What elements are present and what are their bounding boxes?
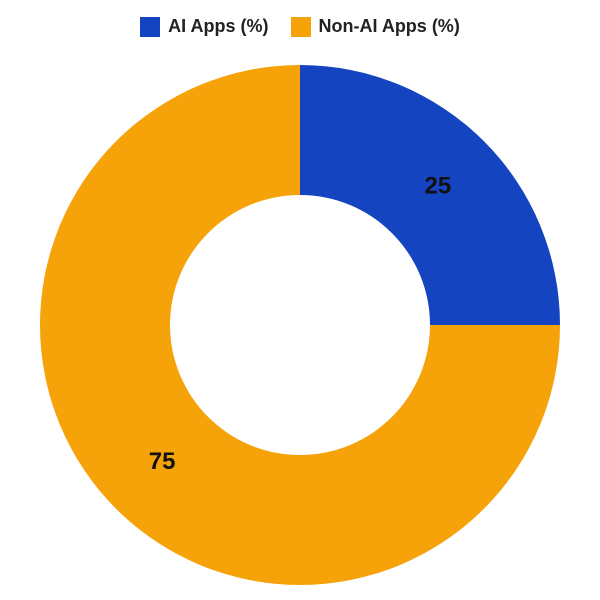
legend-label-ai: AI Apps (%) bbox=[168, 16, 268, 37]
chart-container: AI Apps (%) Non-AI Apps (%) 25 75 bbox=[0, 0, 600, 600]
slice-label-non-ai: 75 bbox=[149, 448, 176, 475]
legend-label-non-ai: Non-AI Apps (%) bbox=[319, 16, 460, 37]
legend-item-non-ai: Non-AI Apps (%) bbox=[291, 16, 460, 37]
legend-swatch-non-ai bbox=[291, 17, 311, 37]
legend: AI Apps (%) Non-AI Apps (%) bbox=[0, 16, 600, 37]
legend-item-ai: AI Apps (%) bbox=[140, 16, 268, 37]
slice-label-ai: 25 bbox=[425, 172, 452, 199]
legend-swatch-ai bbox=[140, 17, 160, 37]
donut-chart: 25 75 bbox=[20, 60, 580, 590]
